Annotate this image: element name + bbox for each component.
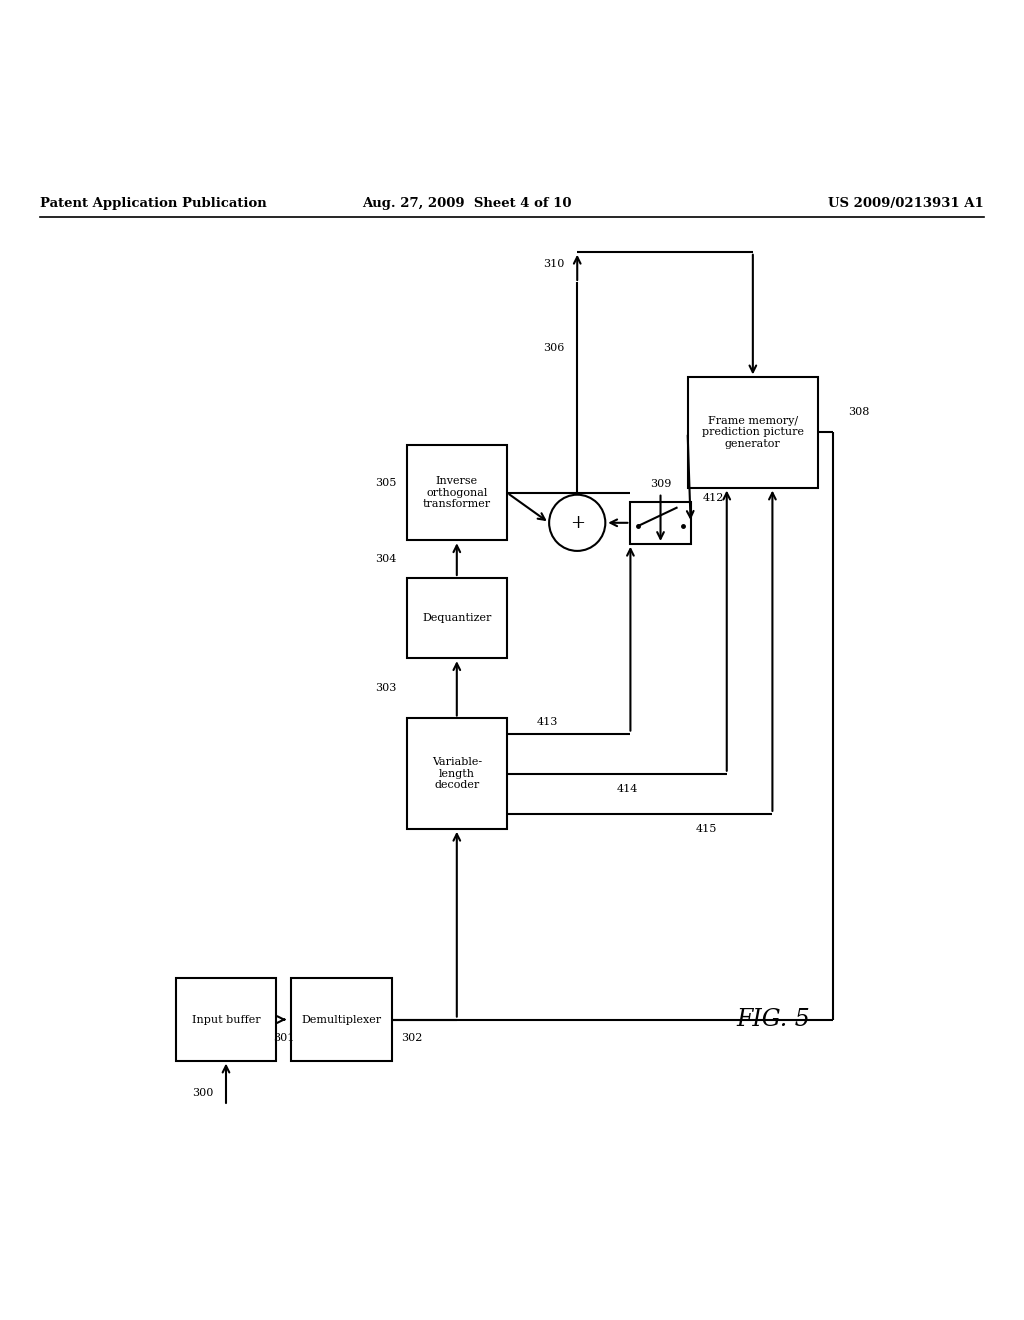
Text: 305: 305 (375, 478, 396, 487)
Text: 413: 413 (537, 717, 558, 726)
Text: 306: 306 (543, 343, 564, 354)
Text: Aug. 27, 2009  Sheet 4 of 10: Aug. 27, 2009 Sheet 4 of 10 (362, 197, 571, 210)
Bar (407, 718, 507, 829)
Text: Demultiplexer: Demultiplexer (301, 1015, 382, 1024)
Text: 309: 309 (650, 479, 671, 488)
Text: 414: 414 (617, 784, 639, 793)
Text: US 2009/0213931 A1: US 2009/0213931 A1 (828, 197, 984, 210)
Text: 302: 302 (401, 1032, 423, 1043)
Bar (688, 378, 818, 487)
Text: Input buffer: Input buffer (191, 1015, 260, 1024)
Text: 303: 303 (375, 684, 396, 693)
Text: 415: 415 (695, 824, 717, 834)
Text: Patent Application Publication: Patent Application Publication (40, 197, 267, 210)
Bar (407, 445, 507, 540)
Bar (631, 502, 690, 544)
Text: 300: 300 (193, 1088, 214, 1098)
Text: 412: 412 (702, 492, 724, 503)
Text: 310: 310 (543, 259, 564, 269)
Text: Frame memory/
prediction picture
generator: Frame memory/ prediction picture generat… (701, 416, 804, 449)
Bar (176, 978, 276, 1061)
Text: +: + (569, 513, 585, 532)
Circle shape (549, 495, 605, 550)
Text: Variable-
length
decoder: Variable- length decoder (432, 758, 482, 791)
Bar (291, 978, 391, 1061)
Text: Inverse
orthogonal
transformer: Inverse orthogonal transformer (423, 477, 490, 510)
Text: 301: 301 (273, 1032, 294, 1043)
Text: Dequantizer: Dequantizer (422, 614, 492, 623)
Text: 308: 308 (848, 408, 869, 417)
Text: 304: 304 (375, 554, 396, 564)
Text: FIG. 5: FIG. 5 (736, 1008, 810, 1031)
Bar (407, 578, 507, 659)
